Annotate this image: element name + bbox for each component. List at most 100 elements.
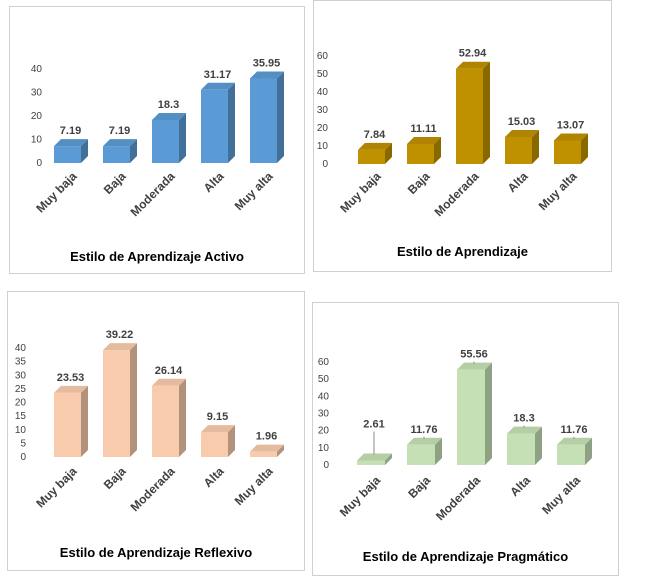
bar-top bbox=[103, 139, 137, 147]
bar-side bbox=[277, 71, 284, 163]
bar-alta bbox=[201, 425, 235, 457]
bar-front bbox=[357, 460, 385, 465]
bar-front bbox=[54, 146, 81, 163]
chart-plot-aprendizaje: 0 10 20 30 40 50 60 7.84 Muy baja 11.11 Baja 52.94 M… bbox=[317, 48, 588, 219]
data-label: 7.19 bbox=[60, 125, 81, 137]
category-label: Muy baja bbox=[337, 473, 383, 519]
category-label: Baja bbox=[405, 473, 433, 501]
category-label: Baja bbox=[101, 464, 129, 492]
y-tick-label: 50 bbox=[318, 374, 330, 385]
bar-top bbox=[456, 61, 490, 69]
bar-side bbox=[179, 112, 186, 163]
bar-muy-baja bbox=[54, 139, 88, 163]
bar-front bbox=[554, 140, 581, 164]
category-label: Baja bbox=[405, 169, 433, 197]
category-label: Moderada bbox=[432, 169, 482, 219]
bar-side bbox=[385, 142, 392, 164]
chart-title: Estilo de Aprendizaje Pragmático bbox=[362, 549, 569, 564]
data-label: 55.56 bbox=[460, 349, 488, 361]
bar-side bbox=[485, 362, 492, 465]
bar-side bbox=[385, 453, 392, 465]
bar-top bbox=[250, 71, 284, 79]
bar-top bbox=[457, 362, 492, 370]
y-tick-label: 40 bbox=[31, 64, 43, 75]
bar-top bbox=[557, 437, 592, 445]
bar-side bbox=[535, 426, 542, 465]
data-label: 7.84 bbox=[364, 129, 386, 141]
bar-baja bbox=[103, 343, 137, 457]
bar-muy-alta bbox=[554, 133, 588, 164]
bar-moderada bbox=[152, 112, 186, 163]
y-tick-label: 30 bbox=[318, 409, 330, 420]
bar-muy-baja bbox=[54, 385, 88, 457]
bar-front bbox=[250, 78, 277, 163]
category-label: Moderada bbox=[128, 169, 178, 219]
y-tick-label: 20 bbox=[318, 426, 330, 437]
chart-title: Estilo de Aprendizaje Reflexivo bbox=[59, 545, 253, 560]
y-tick-label: 60 bbox=[317, 51, 329, 62]
bar-top bbox=[250, 444, 284, 452]
y-tick-label: 60 bbox=[318, 357, 330, 368]
bar-side bbox=[130, 139, 137, 163]
bar-moderada bbox=[457, 362, 492, 465]
category-label: Muy alta bbox=[232, 169, 276, 213]
bar-top bbox=[357, 453, 392, 461]
bar-front bbox=[201, 89, 228, 163]
y-tick-label: 30 bbox=[317, 105, 329, 116]
category-label: Alta bbox=[201, 169, 227, 195]
bar-front bbox=[152, 385, 179, 457]
y-tick-label: 20 bbox=[15, 398, 27, 409]
category-label: Moderada bbox=[128, 464, 178, 514]
category-label: Muy baja bbox=[337, 169, 383, 215]
category-label: Muy baja bbox=[33, 464, 79, 510]
y-tick-label: 30 bbox=[15, 370, 27, 381]
category-label: Alta bbox=[201, 464, 227, 490]
data-label: 11.11 bbox=[410, 123, 436, 135]
bar-front bbox=[407, 144, 434, 164]
bar-muy-alta bbox=[250, 71, 284, 163]
category-label: Alta bbox=[505, 169, 531, 195]
category-label: Muy alta bbox=[536, 169, 580, 213]
bar-front bbox=[457, 369, 485, 465]
y-tick-label: 25 bbox=[15, 384, 27, 395]
data-label: 2.61 bbox=[363, 419, 384, 431]
bar-front bbox=[456, 68, 483, 164]
bar-side bbox=[130, 343, 137, 457]
data-label: 26.14 bbox=[155, 365, 183, 377]
bar-front bbox=[201, 432, 228, 457]
bar-top bbox=[407, 137, 441, 145]
bar-moderada bbox=[152, 378, 186, 457]
bar-top bbox=[152, 378, 186, 386]
y-tick-label: 0 bbox=[20, 452, 26, 463]
bar-side bbox=[585, 437, 592, 465]
chart-plot-activo: 0 10 20 30 40 7.19 Muy baja 7.19 Baja 18.3 Moderad… bbox=[31, 58, 284, 219]
chart-plot-reflexivo: 0 5 10 15 20 25 30 35 40 23.53 Muy baja 39.22 Baja 26… bbox=[15, 329, 284, 514]
y-tick-label: 20 bbox=[31, 111, 43, 122]
data-label: 13.07 bbox=[557, 119, 585, 131]
bar-side bbox=[434, 137, 441, 164]
category-label: Moderada bbox=[433, 473, 483, 523]
data-label: 7.19 bbox=[109, 125, 130, 137]
data-label: 52.94 bbox=[459, 48, 487, 60]
category-label: Alta bbox=[507, 473, 533, 499]
bar-top bbox=[507, 426, 542, 434]
y-tick-label: 5 bbox=[20, 438, 26, 449]
bar-baja bbox=[103, 139, 137, 163]
category-label: Muy alta bbox=[232, 464, 276, 508]
bar-front bbox=[54, 392, 81, 457]
bar-side bbox=[81, 385, 88, 457]
bar-side bbox=[277, 444, 284, 457]
bar-muy-baja bbox=[357, 453, 392, 465]
bar-top bbox=[407, 437, 442, 445]
data-label: 18.3 bbox=[513, 413, 534, 425]
chart-plot-pragmatico: 0 10 20 30 40 50 60 2.61 Muy baja 11.76 Baja 55.56 M… bbox=[318, 349, 592, 523]
bar-front bbox=[557, 444, 585, 465]
bar-side bbox=[81, 139, 88, 163]
bar-front bbox=[407, 444, 435, 465]
y-tick-label: 30 bbox=[31, 88, 43, 99]
bar-top bbox=[505, 129, 539, 137]
y-tick-label: 0 bbox=[322, 159, 328, 170]
bar-baja bbox=[407, 437, 442, 465]
bar-muy-baja bbox=[358, 142, 392, 164]
bar-side bbox=[483, 61, 490, 164]
